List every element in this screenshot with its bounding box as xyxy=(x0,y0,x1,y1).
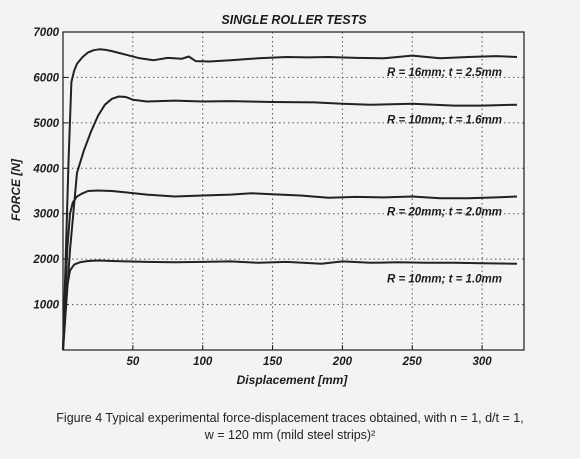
y-tick-label: 3000 xyxy=(33,209,59,221)
plot-frame xyxy=(62,31,525,351)
x-axis-title: Displacement [mm] xyxy=(237,373,349,387)
x-tick-label: 250 xyxy=(402,356,423,368)
series-lines xyxy=(62,48,518,351)
figure-caption: Figure 4 Typical experimental force-disp… xyxy=(0,410,580,444)
x-tick-label: 300 xyxy=(472,356,492,368)
series-label-3: R = 20mm; t = 2.0mm xyxy=(387,206,502,218)
series-line-3 xyxy=(62,189,518,351)
chart-title: SINGLE ROLLER TESTS xyxy=(221,13,367,27)
y-tick-label: 6000 xyxy=(33,72,59,84)
x-tick-label: 200 xyxy=(332,356,353,368)
series-label-4: R = 10mm; t = 1.0mm xyxy=(387,274,502,286)
axes: 1000 2000 3000 4000 5000 6000 7000 50 100 150 200 2… xyxy=(32,27,525,368)
y-tick-label: 2000 xyxy=(32,254,59,266)
y-tick-label: 4000 xyxy=(32,163,59,175)
series-line-2 xyxy=(62,95,518,351)
chart: SINGLE ROLLER TESTS 1000 2000 3000 4000 5000… xyxy=(9,13,525,387)
series-labels: R = 16mm; t = 2.5mm R = 10mm; t = 1.6mm R … xyxy=(387,67,502,286)
y-tick-label: 7000 xyxy=(33,27,59,39)
x-tick-label: 150 xyxy=(263,356,283,368)
caption-line-2: w = 120 mm (mild steel strips)² xyxy=(204,428,376,442)
y-tick-label: 1000 xyxy=(33,300,59,312)
y-axis-title: FORCE [N] xyxy=(9,158,23,221)
y-tick-label: 5000 xyxy=(33,118,59,130)
caption-line-1: Figure 4 Typical experimental force-disp… xyxy=(56,411,524,425)
x-tick-label: 50 xyxy=(126,356,139,368)
x-tick-label: 100 xyxy=(193,356,213,368)
series-label-1: R = 16mm; t = 2.5mm xyxy=(387,67,502,79)
grid xyxy=(63,31,524,350)
series-label-2: R = 10mm; t = 1.6mm xyxy=(387,115,502,127)
series-line-1 xyxy=(62,48,518,351)
series-line-4 xyxy=(62,259,518,351)
